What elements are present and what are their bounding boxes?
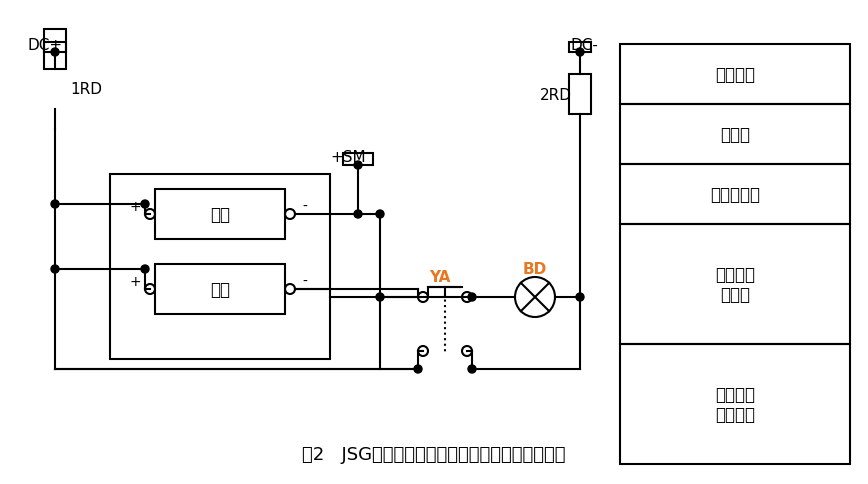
Bar: [620, 225, 850, 344]
Circle shape: [51, 265, 59, 273]
Bar: [155, 190, 285, 240]
Text: +: +: [129, 274, 141, 288]
Text: 图2   JSG系列静态闪光继电器应用外部接线参考图: 图2 JSG系列静态闪光继电器应用外部接线参考图: [302, 445, 566, 463]
Text: 2RD: 2RD: [540, 87, 572, 102]
Text: 闪光小母线: 闪光小母线: [710, 186, 760, 204]
Text: 试验按钮
及信号灯: 试验按钮 及信号灯: [715, 385, 755, 424]
Circle shape: [51, 49, 59, 57]
Text: 1RD: 1RD: [70, 82, 102, 97]
Text: +SM: +SM: [330, 150, 365, 165]
Bar: [569, 75, 591, 115]
Circle shape: [576, 293, 584, 302]
Text: 静态闪光
断电器: 静态闪光 断电器: [715, 265, 755, 304]
Text: DC+: DC+: [27, 38, 62, 53]
Bar: [620, 45, 850, 105]
Bar: [44, 30, 66, 70]
Text: -: -: [303, 274, 307, 288]
Circle shape: [51, 200, 59, 209]
Circle shape: [376, 293, 384, 302]
Text: -: -: [303, 199, 307, 213]
Circle shape: [376, 211, 384, 219]
Bar: [155, 264, 285, 314]
Circle shape: [468, 365, 476, 373]
Text: 电源: 电源: [210, 280, 230, 298]
Text: 直流母线: 直流母线: [715, 66, 755, 84]
Circle shape: [468, 293, 476, 302]
Circle shape: [141, 265, 149, 273]
Text: YA: YA: [430, 269, 450, 284]
Bar: [44, 43, 66, 53]
Text: BD: BD: [523, 262, 547, 277]
Circle shape: [354, 162, 362, 170]
Bar: [110, 175, 330, 359]
Bar: [343, 154, 373, 166]
Text: +: +: [129, 199, 141, 213]
Bar: [620, 105, 850, 165]
Circle shape: [576, 49, 584, 57]
Text: 启动: 启动: [210, 206, 230, 224]
Bar: [620, 165, 850, 225]
Circle shape: [414, 365, 422, 373]
Bar: [569, 43, 591, 53]
Text: DC-: DC-: [570, 38, 598, 53]
Circle shape: [354, 211, 362, 219]
Text: 熔断器: 熔断器: [720, 126, 750, 144]
Circle shape: [141, 200, 149, 209]
Bar: [620, 344, 850, 464]
